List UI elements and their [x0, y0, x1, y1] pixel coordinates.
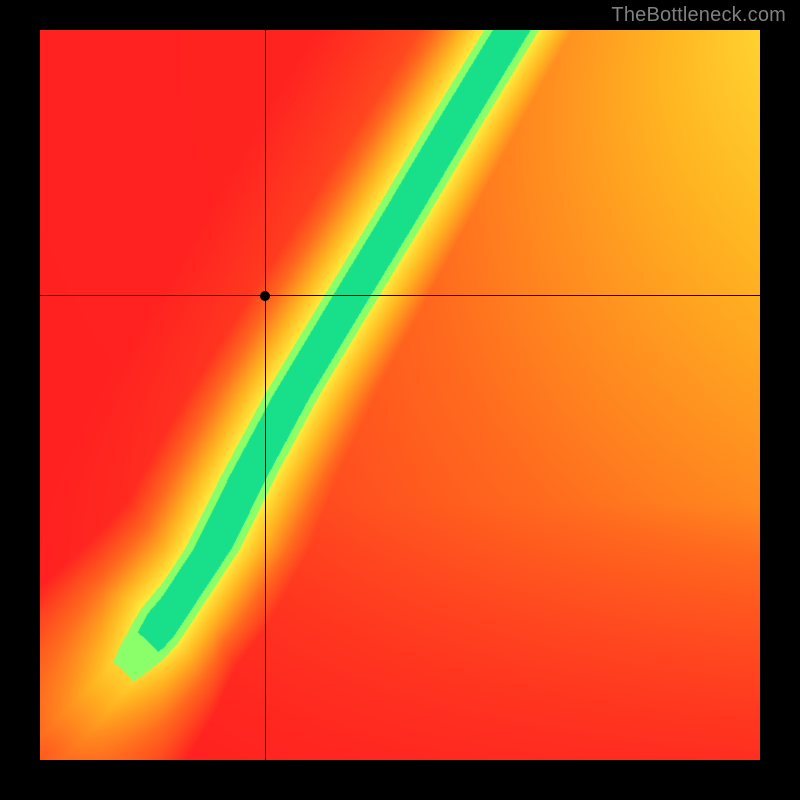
heatmap-canvas [40, 30, 760, 760]
crosshair-marker [260, 291, 270, 301]
heatmap-plot [40, 30, 760, 760]
crosshair-vertical [265, 30, 266, 760]
crosshair-horizontal [40, 295, 760, 296]
attribution-text: TheBottleneck.com [611, 4, 786, 27]
